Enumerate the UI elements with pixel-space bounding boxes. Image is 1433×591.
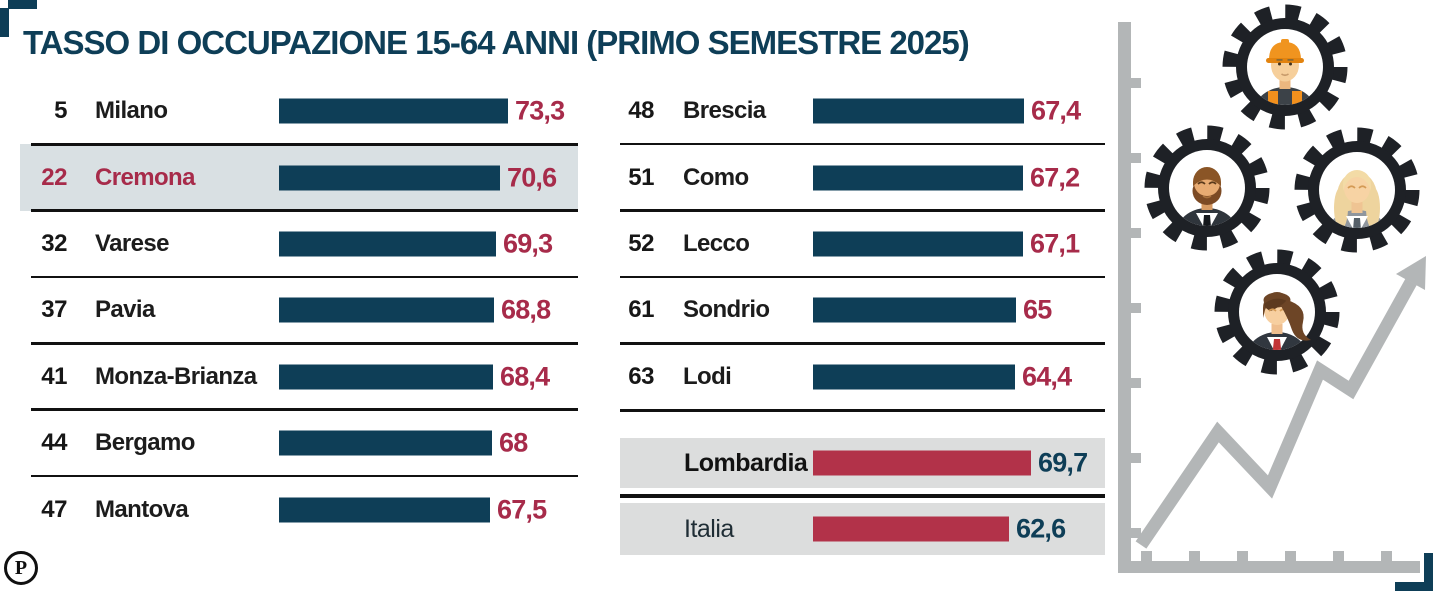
rank-cell: 51 [628, 163, 654, 191]
value-bar [279, 231, 496, 257]
table-row: 63 Lodi 64,4 [620, 342, 1105, 410]
corner-bracket-top-left [0, 8, 9, 37]
publisher-logo: P [4, 551, 38, 585]
bar-group: 68,8 [279, 294, 551, 326]
rank-cell: 32 [41, 229, 67, 257]
bar-group: 64,4 [813, 361, 1072, 392]
province-label: Cremona [95, 163, 195, 191]
value-label: 67,4 [1031, 95, 1081, 126]
table-row: 48 Brescia 67,4 [620, 78, 1105, 144]
value-label: 64,4 [1022, 361, 1072, 392]
table-row: 44 Bergamo 68 [20, 408, 578, 476]
table-row: 37 Pavia 68,8 [20, 275, 578, 343]
province-label: Sondrio [683, 296, 770, 324]
region-label: Lombardia [684, 448, 808, 477]
value-label: 68 [499, 427, 528, 458]
value-label: 67,1 [1030, 228, 1080, 259]
table-row: 5 Milano 73,3 [20, 78, 578, 144]
bar-group: 68 [279, 427, 528, 459]
rank-cell: 52 [628, 229, 654, 257]
rank-cell: 63 [628, 362, 654, 390]
value-label: 68,8 [501, 294, 551, 325]
rank-cell: 5 [54, 97, 67, 125]
bar-group: 69,3 [279, 228, 553, 259]
value-bar [279, 165, 500, 191]
gear-construction-worker-icon [1230, 12, 1340, 137]
province-label: Varese [95, 229, 169, 257]
rank-cell: 44 [41, 429, 67, 457]
rank-cell: 37 [41, 296, 67, 324]
gear-businesswoman-blonde-icon [1302, 135, 1412, 262]
value-bar [813, 364, 1015, 390]
table-row: 41 Monza-Brianza 68,4 [20, 342, 578, 410]
rank-cell: 48 [628, 97, 654, 125]
rank-cell: 61 [628, 296, 654, 324]
value-label: 62,6 [1016, 513, 1066, 544]
bar-group: 65 [813, 294, 1052, 326]
province-label: Pavia [95, 296, 155, 324]
province-label: Lodi [683, 362, 732, 390]
table-row: 61 Sondrio 65 [620, 275, 1105, 343]
value-bar [279, 430, 492, 456]
value-bar [279, 497, 490, 523]
corner-bracket-top-left [8, 0, 37, 9]
summary-divider [620, 494, 1105, 498]
province-label: Milano [95, 97, 168, 125]
value-bar [813, 450, 1031, 476]
province-label: Monza-Brianza [95, 362, 257, 390]
country-label: Italia [684, 514, 734, 543]
value-label: 70,6 [507, 162, 557, 193]
province-table-right: 48 Brescia 67,4 51 Como 67,2 52 Lecco 67… [620, 78, 1105, 412]
value-bar [813, 98, 1024, 124]
value-bar [279, 364, 493, 390]
page-title: TASSO DI OCCUPAZIONE 15-64 ANNI (PRIMO S… [23, 24, 970, 61]
value-label: 73,3 [515, 95, 565, 126]
table-row: 32 Varese 69,3 [20, 208, 578, 277]
summary-row-lombardia: Lombardia 69,7 [620, 438, 1105, 488]
province-label: Mantova [95, 495, 189, 523]
workforce-illustration [1118, 0, 1426, 573]
table-row: 47 Mantova 67,5 [20, 474, 578, 542]
rank-cell: 47 [41, 495, 67, 523]
table-row: 52 Lecco 67,1 [620, 209, 1105, 277]
axis-icon [1118, 22, 1420, 573]
province-label: Como [683, 163, 749, 191]
gear-businesswoman-ponytail-icon [1222, 257, 1332, 384]
value-bar [279, 297, 494, 323]
bar-group: 67,2 [813, 162, 1080, 193]
value-bar [813, 297, 1016, 323]
province-label: Brescia [683, 97, 766, 125]
value-label: 67,5 [497, 494, 547, 525]
province-label: Bergamo [95, 429, 195, 457]
value-label: 69,7 [1038, 447, 1088, 478]
bar-group: 73,3 [279, 95, 565, 127]
bar-group: 67,5 [279, 494, 547, 525]
rank-cell: 41 [41, 362, 67, 390]
table-row: 22 Cremona 70,6 [20, 142, 578, 211]
province-label: Lecco [683, 229, 750, 257]
province-table-left: 5 Milano 73,3 22 Cremona 70,6 32 Varese … [20, 78, 578, 543]
bar-group: 67,4 [813, 95, 1081, 127]
bar-group: 62,6 [813, 513, 1066, 545]
bar-group: 69,7 [813, 447, 1088, 479]
value-label: 69,3 [503, 228, 553, 259]
value-bar [813, 165, 1023, 191]
value-bar [279, 98, 508, 124]
corner-bracket-bottom-right [1424, 553, 1433, 583]
gear-businessman-beard-icon [1152, 133, 1262, 260]
value-bar [813, 231, 1023, 257]
table-row: 51 Como 67,2 [620, 142, 1105, 210]
value-label: 67,2 [1030, 162, 1080, 193]
bar-group: 67,1 [813, 228, 1080, 259]
bar-group: 68,4 [279, 361, 550, 392]
trend-arrow-icon [1135, 256, 1426, 549]
rank-cell: 22 [41, 163, 67, 191]
value-label: 68,4 [500, 361, 550, 392]
bar-group: 70,6 [279, 162, 557, 193]
summary-row-italia: Italia 62,6 [620, 503, 1105, 555]
value-bar [813, 516, 1009, 542]
value-label: 65 [1023, 294, 1052, 325]
corner-bracket-bottom-right [1395, 582, 1433, 591]
